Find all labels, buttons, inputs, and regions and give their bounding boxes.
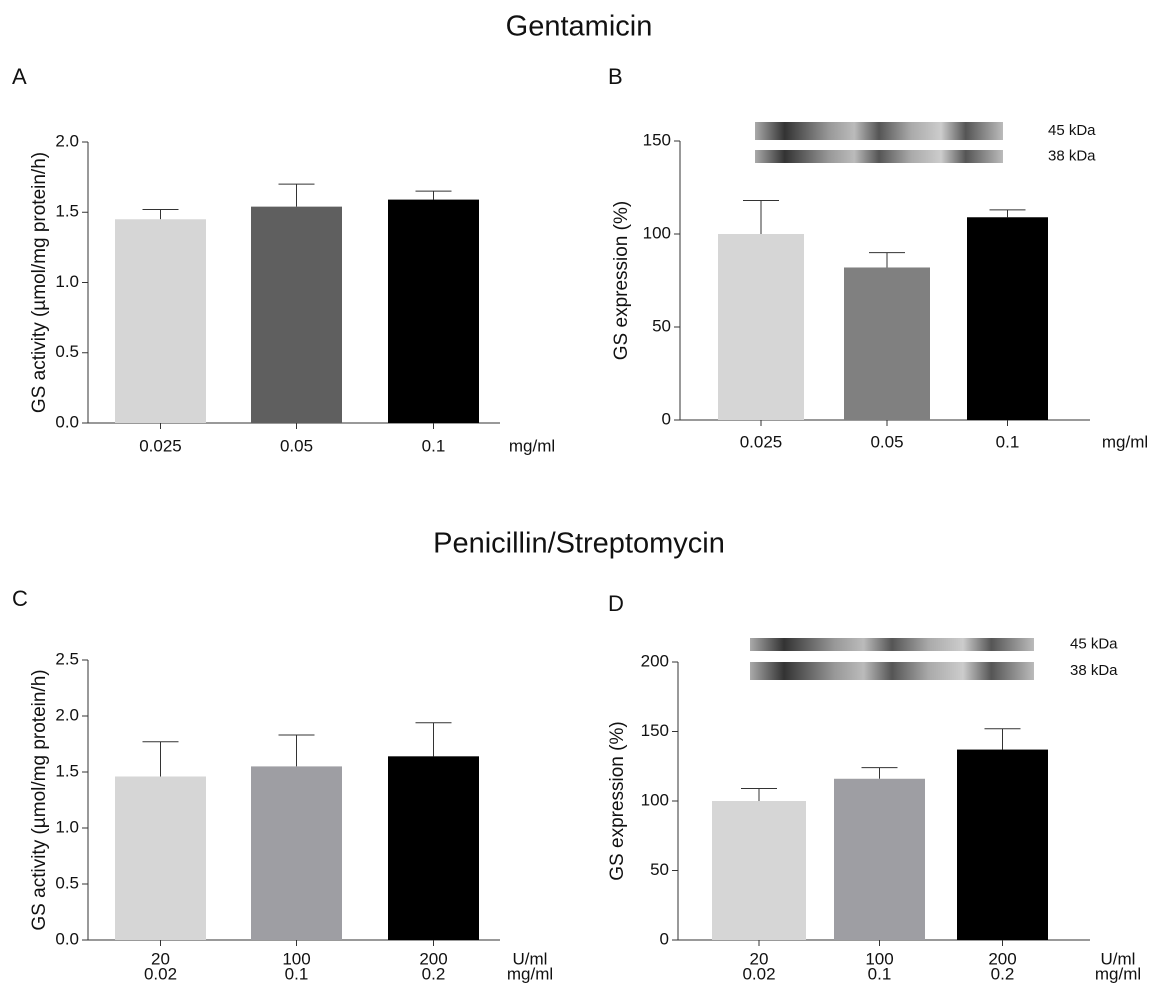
y-tick-label: 1.5 [55,202,79,221]
y-tick-label: 200 [641,651,669,670]
bar [251,766,342,940]
x-tick-label-2: 0.02 [742,964,775,983]
y-tick-label: 0.0 [55,929,79,948]
blot-band [750,638,1034,651]
y-axis-label: GS activity (µmol/mg protein/h) [29,152,50,413]
y-tick-label: 0.5 [55,342,79,361]
x-unit: mg/ml [507,964,553,983]
y-tick-label: 1.0 [55,817,79,836]
y-tick-label: 0 [662,409,671,428]
x-tick-label-2: 0.1 [285,964,309,983]
blot-label: 38 kDa [1070,662,1118,679]
x-tick-label: 0.05 [870,432,903,451]
y-tick-label: 150 [641,721,669,740]
y-tick-label: 2.0 [55,705,79,724]
x-tick-label: 0.1 [422,436,446,455]
blot-band [750,662,1034,680]
x-tick-label-2: 0.2 [991,964,1015,983]
x-tick-label: 0.05 [280,436,313,455]
blot-band [755,150,1003,163]
x-tick-label-2: 0.02 [144,964,177,983]
x-unit: mg/ml [509,436,555,455]
blot-label: 38 kDa [1048,147,1096,164]
y-tick-label: 1.0 [55,272,79,291]
bar [844,267,930,420]
figure: Gentamicin Penicillin/Streptomycin A GS a… [0,0,1158,992]
bar [957,750,1048,940]
x-tick-label: 0.1 [996,432,1020,451]
x-tick-label-2: 0.1 [868,964,892,983]
panel-letter: B [608,64,623,89]
x-unit: mg/ml [1102,432,1148,451]
y-tick-label: 1.5 [55,761,79,780]
bar [712,801,806,940]
x-tick-label: 0.025 [139,436,182,455]
section-heading: Gentamicin [506,11,653,43]
bar [251,207,342,423]
y-tick-label: 0 [660,929,669,948]
bar [115,776,206,940]
y-tick-label: 0.0 [55,412,79,431]
y-tick-label: 150 [643,130,671,149]
blot-band [755,122,1003,140]
y-tick-label: 50 [650,860,669,879]
panel-letter: C [12,586,28,611]
section-heading: Penicillin/Streptomycin [433,528,725,560]
x-unit: mg/ml [1095,964,1141,983]
bar [388,200,479,423]
blot-label: 45 kDa [1048,122,1096,139]
y-tick-label: 100 [641,790,669,809]
bar [115,219,206,423]
x-tick-label: 0.025 [740,432,783,451]
bar [388,756,479,940]
y-tick-label: 2.0 [55,131,79,150]
panel-letter: A [12,64,27,89]
y-axis-label: GS expression (%) [607,721,628,880]
bar [718,234,804,420]
y-tick-label: 2.5 [55,649,79,668]
y-tick-label: 100 [643,223,671,242]
bar [967,217,1048,420]
y-tick-label: 0.5 [55,873,79,892]
x-tick-label-2: 0.2 [422,964,446,983]
y-axis-label: GS expression (%) [611,201,632,360]
y-axis-label: GS activity (µmol/mg protein/h) [29,669,50,930]
blot-label: 45 kDa [1070,635,1118,652]
panel-letter: D [608,591,624,616]
bar [834,779,925,940]
y-tick-label: 50 [652,316,671,335]
